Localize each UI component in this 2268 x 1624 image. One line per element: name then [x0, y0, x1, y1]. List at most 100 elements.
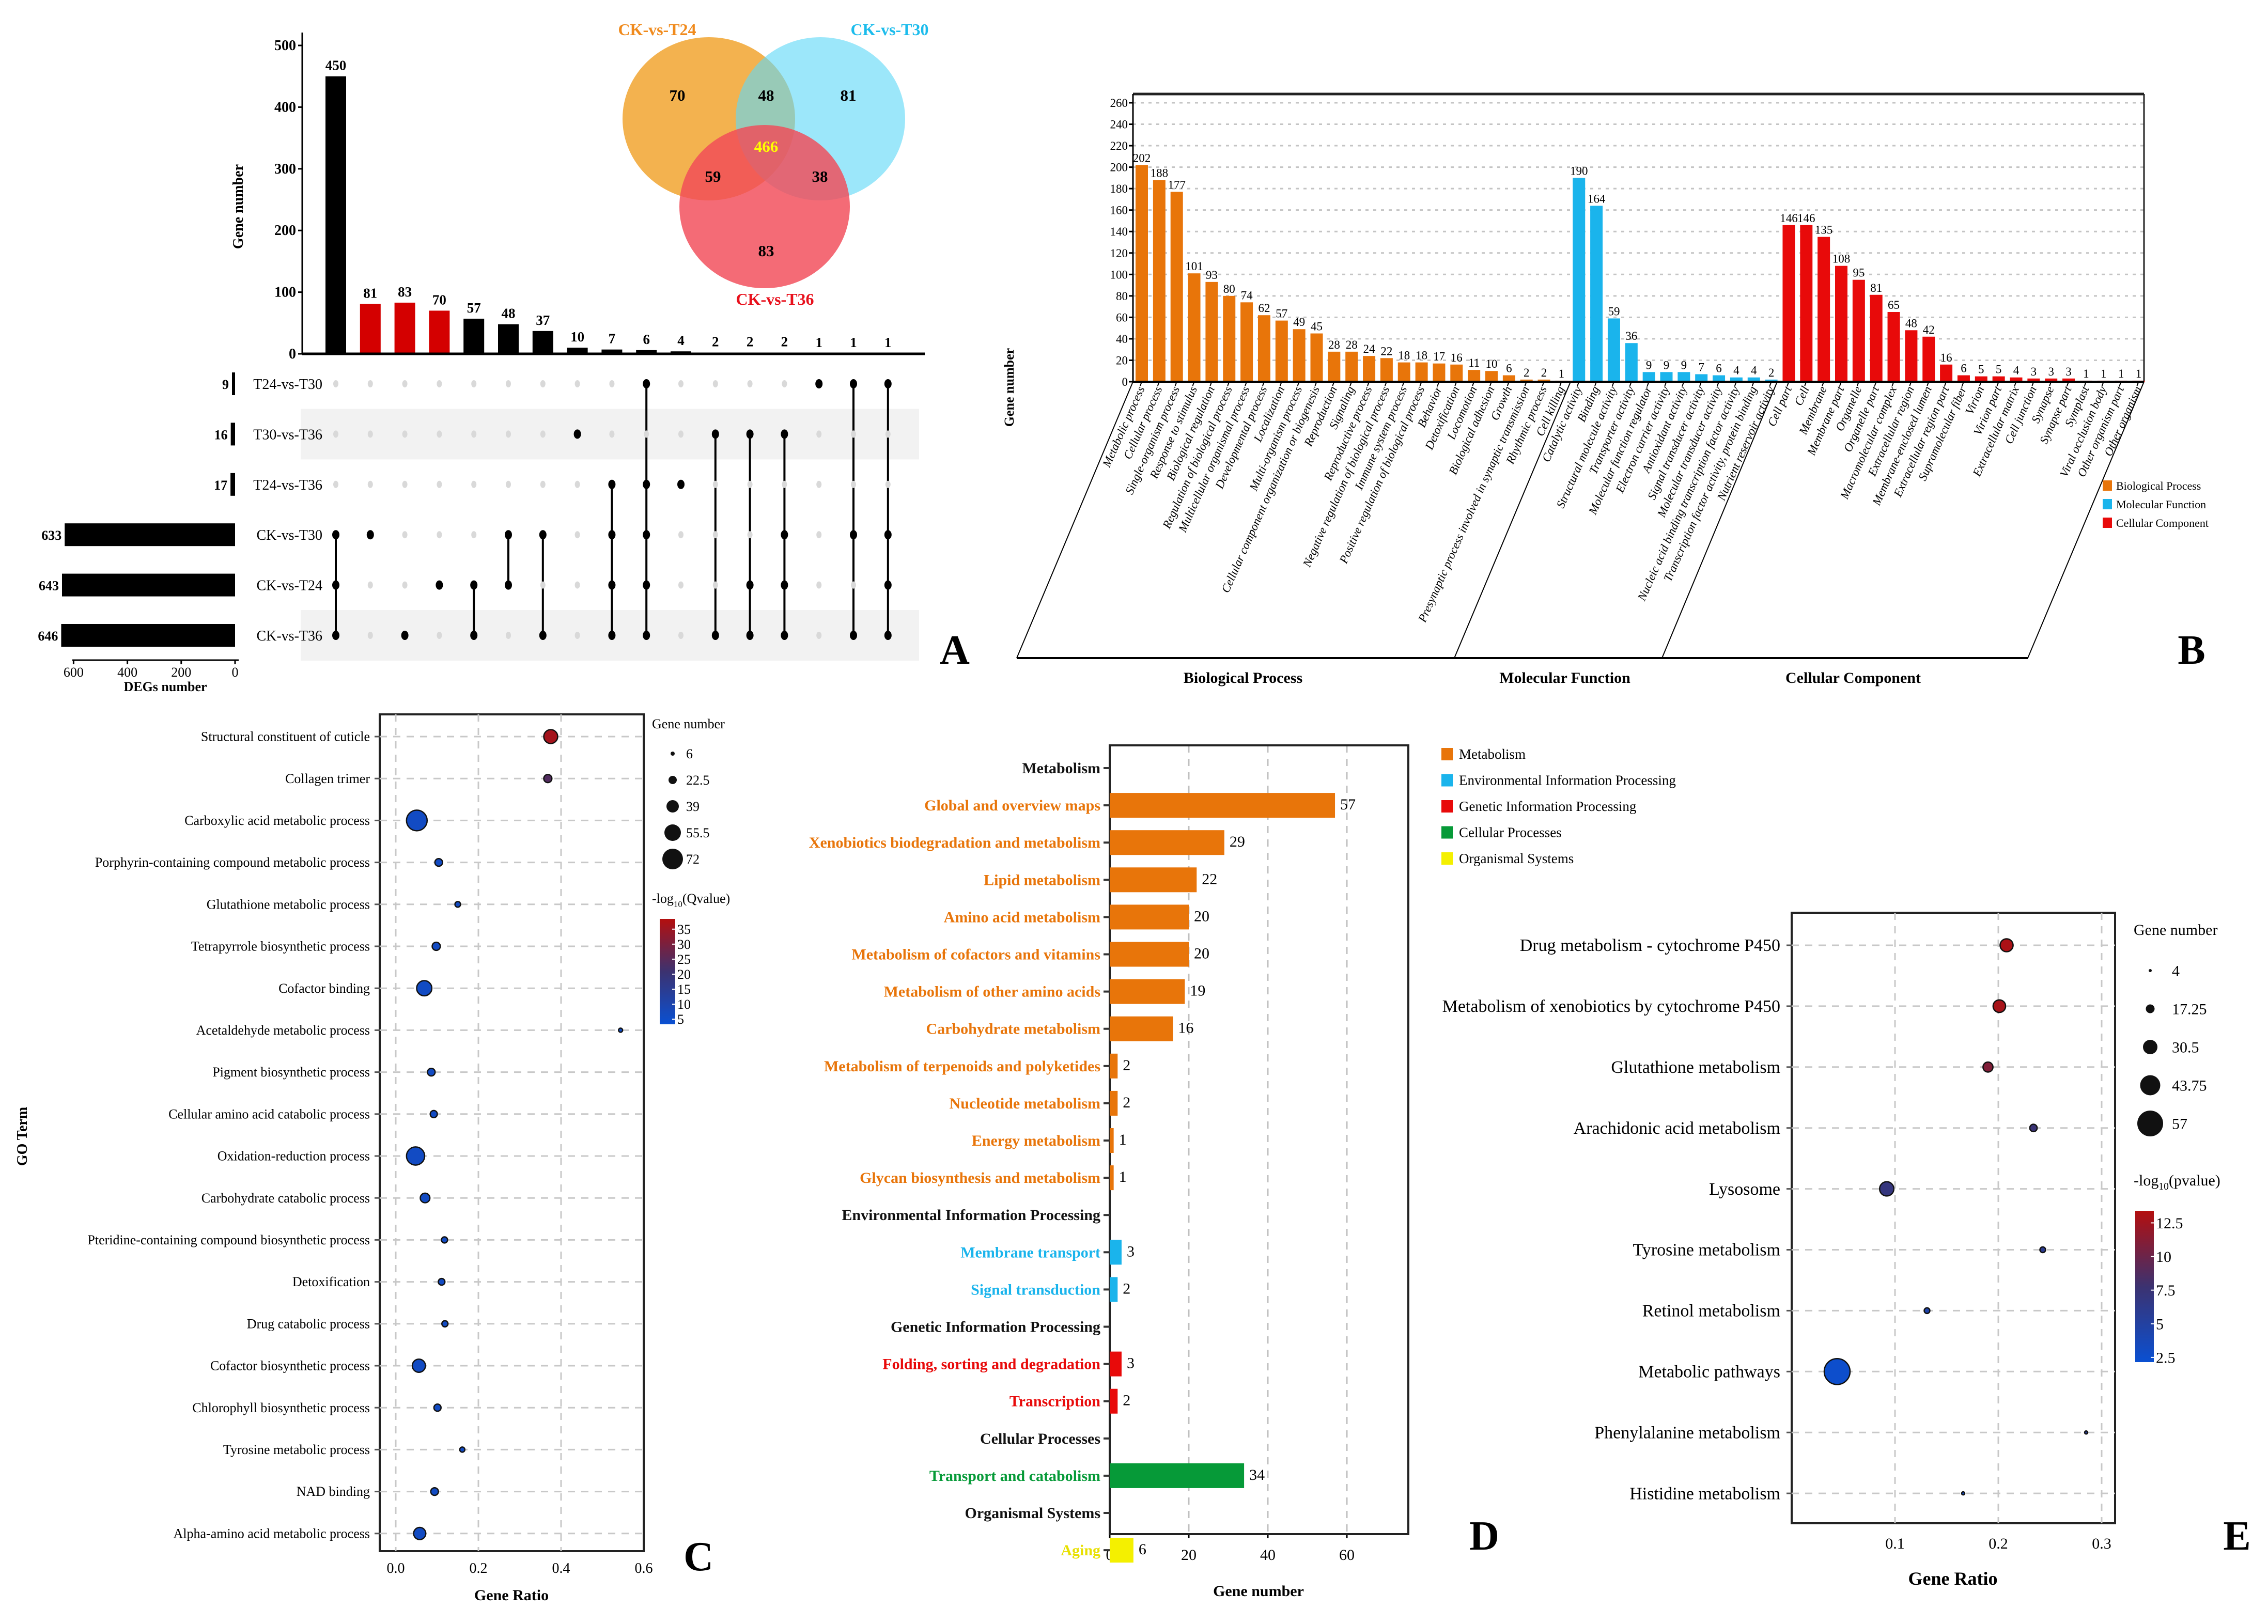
pathway-bar: [1110, 830, 1224, 855]
go-bar-value: 45: [1311, 320, 1323, 333]
color-legend-title-sub: 10: [674, 899, 682, 909]
y-tick-label: 200: [274, 223, 296, 239]
pathway-bar-value: 3: [1127, 1355, 1135, 1372]
pathway-bar-value: 1: [1119, 1131, 1127, 1148]
intersection-bar-label: 7: [609, 331, 616, 347]
matrix-dot-filled: [505, 580, 512, 590]
go-bar-value: 1: [1559, 367, 1565, 380]
matrix-dot-empty: [437, 480, 442, 488]
go-bar-value: 36: [1625, 330, 1637, 342]
matrix-dot-filled: [332, 631, 339, 640]
pathway-label: Signal transduction: [971, 1281, 1100, 1298]
go-bar-value: 62: [1258, 302, 1270, 315]
color-legend-title: -log10(Qvalue): [652, 891, 730, 909]
legend-swatch: [1441, 826, 1453, 839]
bubble-point: [2029, 1123, 2038, 1133]
pathway-bar-value: 22: [1202, 870, 1217, 887]
matrix-dot-empty: [333, 380, 338, 387]
bubble-point: [434, 857, 443, 867]
intersection-bar: [636, 350, 657, 354]
go-bar-value: 49: [1293, 316, 1305, 329]
bubble-point: [438, 1277, 446, 1286]
go-bar: [1660, 372, 1673, 382]
matrix-dot-filled: [505, 530, 512, 540]
legend-label: Molecular Function: [2116, 498, 2206, 511]
venn-set-label: CK-vs-T36: [736, 290, 814, 308]
pathway-bar-value: 3: [1127, 1243, 1135, 1260]
y-tick-label: 200: [1110, 161, 1128, 174]
go-bar-value: 177: [1168, 178, 1186, 191]
y-tick-label: 220: [1110, 139, 1128, 152]
matrix-dot-filled: [711, 631, 719, 640]
go-bar: [1573, 178, 1586, 382]
panel-c-go-bubble-chart: 0.0 0.2 0.4 0.6 Structural constituent of cu…: [14, 713, 730, 1604]
color-legend-label: 7.5: [2156, 1282, 2176, 1299]
go-bar-value: 28: [1346, 338, 1358, 351]
size-legend-label: 22.5: [686, 773, 710, 788]
matrix-dot-empty: [712, 581, 718, 589]
go-bar: [1275, 320, 1288, 382]
x-tick-label: 0.3: [2092, 1535, 2111, 1552]
go-bar: [1136, 165, 1148, 382]
go-bar-value: 10: [1486, 357, 1498, 370]
size-legend-title: Gene number: [2134, 922, 2217, 939]
panel-e-kegg-bubble-chart: 0.1 0.2 0.3 Drug metabolism - cytochrome P4…: [1442, 912, 2251, 1589]
intersection-bar: [325, 76, 346, 354]
y-axis-title: Gene number: [230, 164, 246, 249]
legend-label: Environmental Information Processing: [1459, 773, 1676, 788]
matrix-dot-filled: [746, 631, 754, 640]
panel-label-a: A: [940, 628, 970, 673]
intersection-bar-label: 2: [781, 334, 788, 350]
bubble-point: [430, 1487, 439, 1496]
go-bar: [1590, 206, 1603, 382]
pathway-bar-value: 16: [1178, 1020, 1193, 1037]
go-bar-value: 146: [1797, 212, 1815, 225]
pathway-bar-value: 2: [1123, 1280, 1130, 1297]
matrix-dot-filled: [781, 429, 788, 439]
set-size-bar: [61, 573, 235, 597]
matrix-dot-filled: [436, 580, 443, 590]
go-bar-value: 18: [1416, 349, 1427, 362]
category-divider: [1661, 381, 1778, 659]
go-bar: [1887, 311, 1900, 382]
go-bar: [1817, 237, 1830, 382]
y-tick-label: 240: [1110, 118, 1128, 131]
term-label: Pteridine-containing compound biosynthet…: [87, 1232, 370, 1247]
y-tick-label: 40: [1116, 333, 1128, 346]
matrix-dot-filled: [746, 580, 754, 590]
term-label: Glutathione metabolism: [1611, 1058, 1780, 1077]
matrix-dot-empty: [678, 430, 683, 438]
panel-label-b: B: [2178, 628, 2205, 673]
set-size-label: 9: [222, 377, 229, 392]
bubble-point: [1999, 938, 2014, 952]
go-bar-value: 57: [1276, 307, 1287, 320]
pathway-bar-value: 20: [1194, 908, 1209, 925]
matrix-dot-filled: [643, 580, 650, 590]
pathway-bar: [1110, 979, 1185, 1004]
matrix-dot-empty: [816, 430, 822, 438]
term-label: Carboxylic acid metabolic process: [184, 813, 370, 828]
pathway-label: Transcription: [1009, 1393, 1100, 1410]
bubble-point: [1982, 1061, 1994, 1073]
color-legend-title-sub: 10: [2158, 1181, 2169, 1192]
matrix-dot-empty: [851, 581, 856, 589]
legend-label: Metabolism: [1459, 746, 1526, 762]
go-bar-value: 2: [1524, 366, 1530, 379]
size-legend-dot: [2143, 1040, 2157, 1054]
venn-region-count: 48: [758, 86, 774, 104]
pathway-label: Nucleotide metabolism: [950, 1095, 1100, 1112]
pathway-bar-value: 2: [1123, 1094, 1130, 1111]
matrix-dot-empty: [367, 430, 373, 438]
matrix-dot-filled: [884, 580, 892, 590]
matrix-dot-filled: [366, 530, 374, 540]
matrix-dot-filled: [643, 379, 650, 388]
category-divider: [1454, 381, 1571, 659]
matrix-dot-empty: [816, 632, 822, 639]
pathway-bar: [1110, 1090, 1118, 1116]
intersection-bar-label: 4: [677, 333, 685, 348]
pathway-label: Global and overview maps: [924, 797, 1100, 814]
y-tick-label: 60: [1116, 311, 1128, 324]
go-bar: [1293, 329, 1306, 382]
matrix-dot-empty: [437, 430, 442, 438]
go-bar-value: 1: [2101, 367, 2107, 380]
